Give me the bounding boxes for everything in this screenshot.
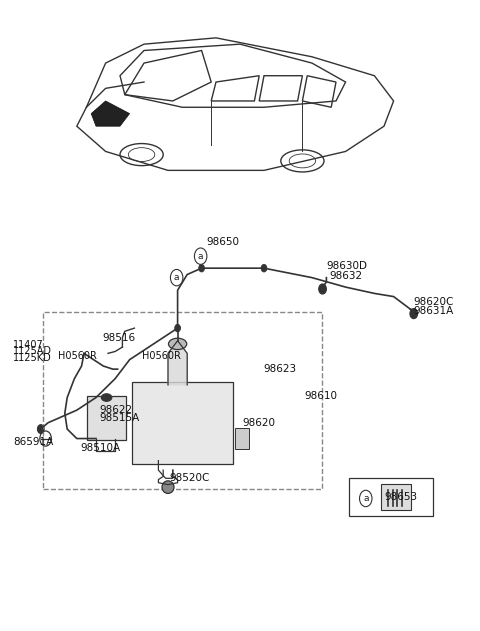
Circle shape	[194, 248, 207, 264]
FancyBboxPatch shape	[381, 484, 411, 510]
Text: a: a	[363, 494, 369, 503]
Text: 98632: 98632	[329, 271, 362, 281]
Text: H0560R: H0560R	[142, 351, 180, 361]
Ellipse shape	[168, 338, 187, 350]
Text: H0560R: H0560R	[58, 351, 96, 361]
Circle shape	[170, 269, 183, 286]
Text: 98515A: 98515A	[100, 413, 140, 423]
FancyBboxPatch shape	[132, 382, 233, 464]
Text: 11407: 11407	[13, 339, 44, 350]
Text: 98622: 98622	[100, 405, 133, 415]
Text: 98520C: 98520C	[169, 473, 209, 483]
Text: 86591A: 86591A	[13, 437, 54, 447]
FancyBboxPatch shape	[235, 428, 249, 449]
Circle shape	[319, 284, 326, 294]
Ellipse shape	[101, 394, 112, 401]
Text: 98653: 98653	[384, 492, 417, 502]
Text: 98620C: 98620C	[414, 297, 454, 307]
Text: 98620: 98620	[242, 418, 276, 428]
Text: 98650: 98650	[206, 237, 240, 247]
Circle shape	[410, 309, 418, 319]
FancyBboxPatch shape	[87, 396, 126, 440]
Text: a: a	[174, 273, 180, 282]
Text: 98630D: 98630D	[326, 261, 367, 271]
Ellipse shape	[162, 481, 174, 493]
Circle shape	[199, 264, 204, 272]
Text: 98610: 98610	[305, 391, 338, 401]
Text: 98631A: 98631A	[414, 306, 454, 316]
Text: 98623: 98623	[263, 364, 296, 374]
Polygon shape	[91, 101, 130, 126]
Text: 1125KD: 1125KD	[13, 353, 52, 363]
Text: 1125AD: 1125AD	[13, 346, 52, 357]
Text: a: a	[198, 252, 204, 261]
Text: 98516: 98516	[102, 333, 135, 343]
Text: 98510A: 98510A	[81, 443, 121, 453]
Circle shape	[37, 425, 44, 433]
Circle shape	[175, 324, 180, 332]
Polygon shape	[168, 341, 187, 385]
Circle shape	[360, 490, 372, 507]
Circle shape	[261, 264, 267, 272]
